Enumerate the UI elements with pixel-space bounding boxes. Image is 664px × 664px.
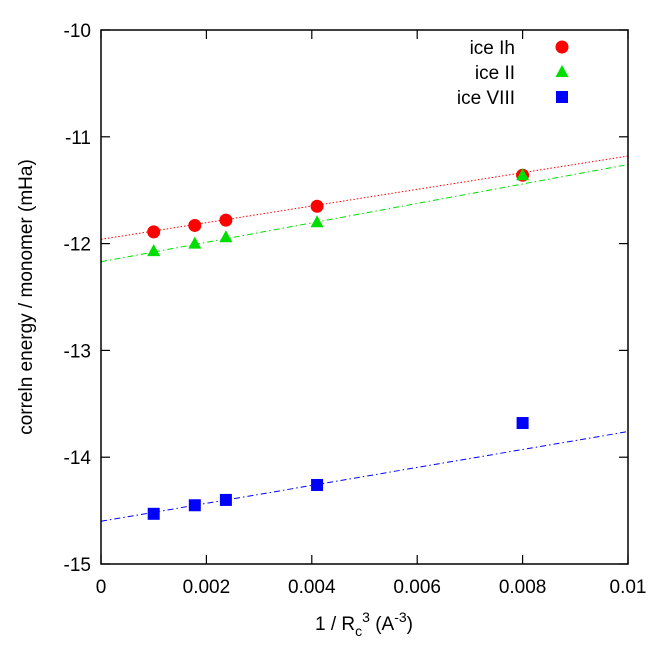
fit-lines (100, 155, 629, 522)
x-tick-label: 0.01 (610, 577, 647, 598)
data-point (310, 215, 324, 228)
x-tick-label: 0 (96, 577, 107, 598)
data-point (516, 168, 530, 181)
data-point (310, 199, 324, 213)
data-point (219, 230, 233, 243)
data-point (219, 213, 233, 227)
data-point (516, 417, 529, 430)
data-point (147, 225, 161, 239)
x-tick-label: 0.008 (499, 577, 547, 598)
y-axis-label: correln energy / monomer (mHa) (16, 159, 37, 435)
y-tick-label: -10 (64, 21, 91, 42)
data-points (147, 168, 530, 520)
x-tick-label: 0.004 (288, 577, 336, 598)
x-tick-label: 0.006 (393, 577, 441, 598)
y-tick-label: -14 (64, 448, 92, 469)
y-tick-label: -15 (64, 555, 91, 576)
x-tick-label: 0.002 (183, 577, 231, 598)
legend-marker (556, 91, 568, 103)
data-point (188, 236, 202, 249)
data-point (219, 493, 232, 506)
data-point (311, 478, 324, 491)
data-point (188, 499, 201, 512)
y-tick-label: -12 (64, 235, 91, 256)
legend-label: ice VIII (457, 88, 515, 109)
data-point (147, 244, 161, 257)
axis-ticks: 0 0.002 0.004 0.006 0.008 0.01 -15 -14 -13 -12 -11… (64, 21, 647, 598)
legend-label: ice II (475, 63, 515, 84)
legend-label: ice Ih (470, 38, 515, 59)
fit-line (100, 431, 629, 522)
y-tick-label: -13 (64, 341, 91, 362)
legend-marker (555, 65, 569, 77)
fit-line (100, 155, 629, 240)
plot-frame (100, 29, 629, 565)
fit-line (100, 164, 629, 263)
data-point (188, 218, 202, 232)
legend: ice Ih ice II ice VIII (457, 38, 569, 109)
y-tick-label: -11 (65, 128, 91, 149)
data-point (147, 507, 160, 520)
x-axis-label: 1 / Rc3 (A-3) (315, 609, 413, 639)
legend-marker (555, 40, 569, 54)
